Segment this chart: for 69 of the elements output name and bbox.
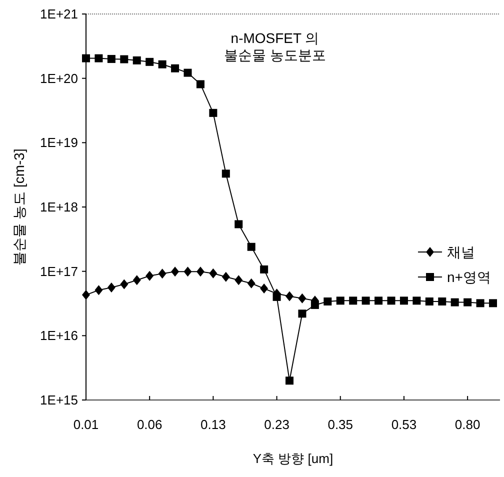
point: [184, 68, 192, 77]
point: [146, 270, 154, 281]
y-tick-label: 1E+19: [40, 135, 78, 150]
point: [286, 376, 294, 385]
x-tick-label: 0.06: [136, 417, 162, 432]
point: [184, 266, 192, 277]
point: [132, 56, 141, 64]
point: [196, 266, 204, 277]
point: [120, 279, 128, 290]
point: [412, 296, 421, 305]
point: [387, 296, 396, 305]
point: [171, 266, 180, 277]
point: [260, 284, 268, 294]
point: [464, 298, 472, 306]
y-tick-label: 1E+17: [40, 264, 78, 279]
legend-label: n+영역: [447, 268, 491, 285]
point: [107, 282, 116, 293]
point: [362, 296, 370, 305]
point: [222, 170, 230, 178]
y-tick-label: 1E+18: [40, 200, 78, 215]
point: [272, 292, 281, 301]
y-tick-label: 1E+16: [40, 328, 78, 344]
point: [247, 242, 256, 251]
x-tick-label: 0.01: [73, 417, 99, 432]
point: [82, 290, 90, 300]
x-axis-title: Y축 방향 [um]: [252, 451, 334, 466]
y-axis-title: 불순물 농도 [cm-3]: [11, 148, 27, 266]
point: [209, 268, 218, 278]
point: [298, 310, 306, 318]
point: [222, 272, 230, 282]
point: [425, 297, 434, 306]
point: [476, 299, 484, 308]
point: [374, 296, 383, 305]
point: [82, 54, 90, 62]
point: [146, 58, 154, 66]
point: [400, 296, 408, 305]
point: [158, 268, 166, 279]
point: [107, 54, 116, 63]
point: [450, 298, 459, 306]
point: [158, 60, 166, 68]
x-tick-label: 0.80: [454, 417, 480, 432]
x-tick-label: 0.35: [328, 417, 354, 432]
point: [489, 299, 497, 308]
point: [171, 64, 180, 72]
point: [286, 291, 294, 302]
point: [260, 265, 268, 274]
point: [94, 54, 103, 62]
point: [120, 55, 128, 64]
point: [298, 293, 306, 304]
point: [234, 275, 243, 286]
y-tick-label: 1E+21: [40, 6, 78, 22]
x-tick-label: 0.13: [200, 417, 226, 432]
x-tick-label: 0.23: [264, 417, 290, 432]
point: [324, 297, 332, 306]
point: [234, 220, 243, 228]
point: [196, 80, 204, 88]
point: [209, 108, 218, 117]
point: [310, 300, 319, 309]
point: [94, 285, 103, 296]
x-tick-label: 0.53: [391, 417, 417, 432]
point: [349, 296, 358, 305]
text: n-MOSFET 의 불순물 농도분포: [224, 30, 326, 63]
point: [438, 297, 446, 306]
legend-label: 채널: [447, 244, 475, 260]
y-tick-label: 1E+20: [40, 70, 78, 86]
y-tick-label: 1E+15: [40, 392, 78, 408]
point: [336, 296, 344, 305]
point: [132, 275, 141, 286]
point: [247, 278, 256, 288]
